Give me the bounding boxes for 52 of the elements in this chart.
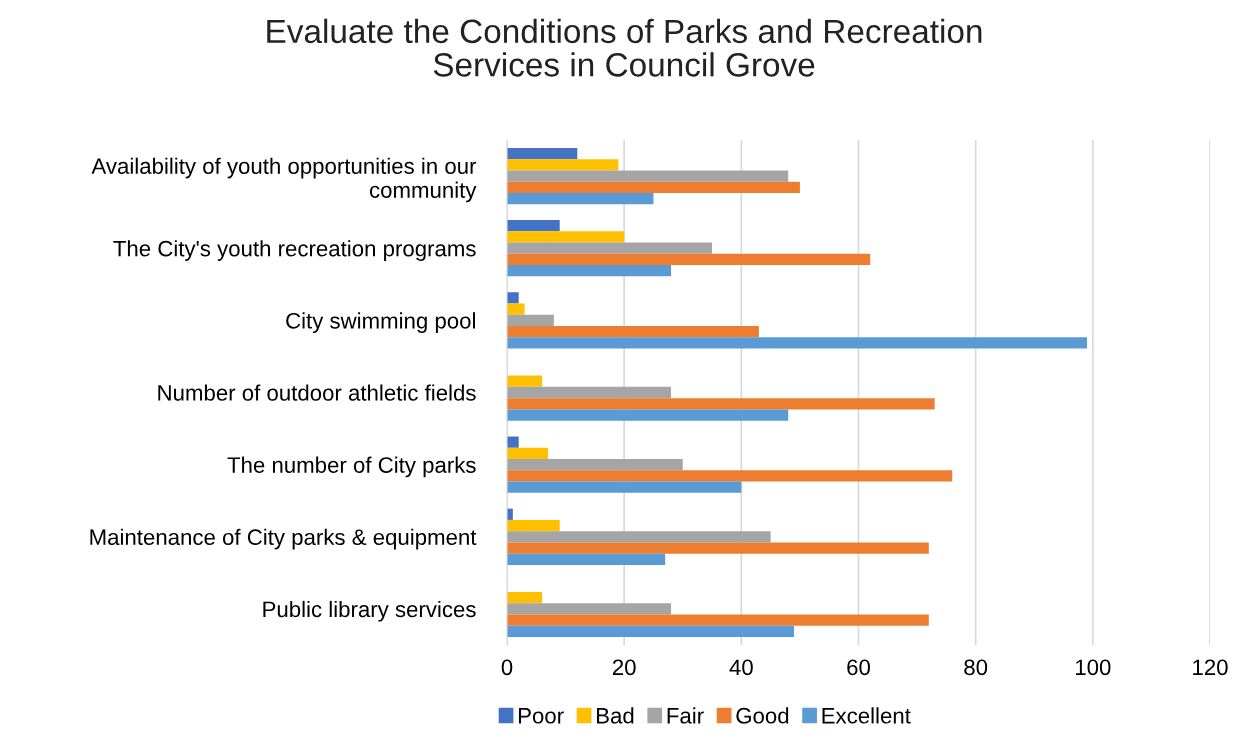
x-tick-label: 80 bbox=[964, 659, 988, 676]
y-tick-label: Maintenance of City parks & equipment bbox=[90, 528, 477, 550]
bar bbox=[507, 147, 578, 160]
bar bbox=[507, 592, 543, 604]
bar bbox=[507, 409, 789, 421]
bar bbox=[507, 192, 654, 205]
bar bbox=[507, 625, 795, 638]
x-tick-label: 120 bbox=[1193, 659, 1228, 676]
y-tick-label: Number of outdoor athletic fields bbox=[158, 384, 476, 401]
x-tick-label: 0 bbox=[501, 659, 513, 676]
bar bbox=[507, 231, 625, 243]
bar bbox=[507, 436, 519, 448]
y-tick-label: Public library services bbox=[263, 600, 476, 622]
bar bbox=[507, 181, 800, 193]
y-tick-label: The number of City parks bbox=[227, 456, 476, 478]
legend-label: Poor bbox=[518, 708, 564, 724]
bar bbox=[507, 303, 525, 315]
y-tick-label: Availability of youth opportunities in our community bbox=[91, 157, 477, 203]
bar bbox=[507, 447, 549, 460]
legend-label: Bad bbox=[597, 707, 634, 724]
x-tick-label: 100 bbox=[1075, 659, 1111, 676]
bar bbox=[507, 553, 666, 565]
y-tick-label: The City's youth recreation programs bbox=[113, 240, 476, 261]
bar bbox=[507, 398, 935, 410]
bar bbox=[507, 386, 672, 399]
bar bbox=[507, 314, 554, 326]
bar bbox=[507, 375, 543, 387]
bar bbox=[507, 459, 683, 471]
bar bbox=[507, 542, 929, 554]
bar bbox=[507, 159, 619, 171]
bar bbox=[507, 614, 929, 626]
legend-label: Good bbox=[736, 707, 789, 724]
bar bbox=[507, 220, 560, 232]
bar bbox=[507, 292, 519, 304]
bar bbox=[507, 253, 871, 266]
x-tick-label: 40 bbox=[729, 659, 753, 676]
bar bbox=[507, 337, 1087, 349]
bar bbox=[507, 531, 771, 543]
y-tick-label: City swimming pool bbox=[286, 312, 475, 334]
bar bbox=[507, 242, 713, 254]
legend-label: Excellent bbox=[822, 707, 911, 724]
bar bbox=[507, 519, 560, 532]
bar bbox=[507, 325, 759, 338]
chart-title: Evaluate the Conditions of Parks and Recreation Services in Council Grove bbox=[267, 18, 982, 77]
legend-label: Fair bbox=[667, 707, 704, 724]
bar bbox=[507, 265, 672, 277]
bar bbox=[507, 170, 789, 182]
bar bbox=[507, 481, 742, 493]
bar bbox=[507, 470, 953, 482]
x-tick-label: 60 bbox=[847, 659, 870, 676]
x-tick-label: 20 bbox=[612, 659, 636, 676]
bar bbox=[507, 603, 672, 615]
